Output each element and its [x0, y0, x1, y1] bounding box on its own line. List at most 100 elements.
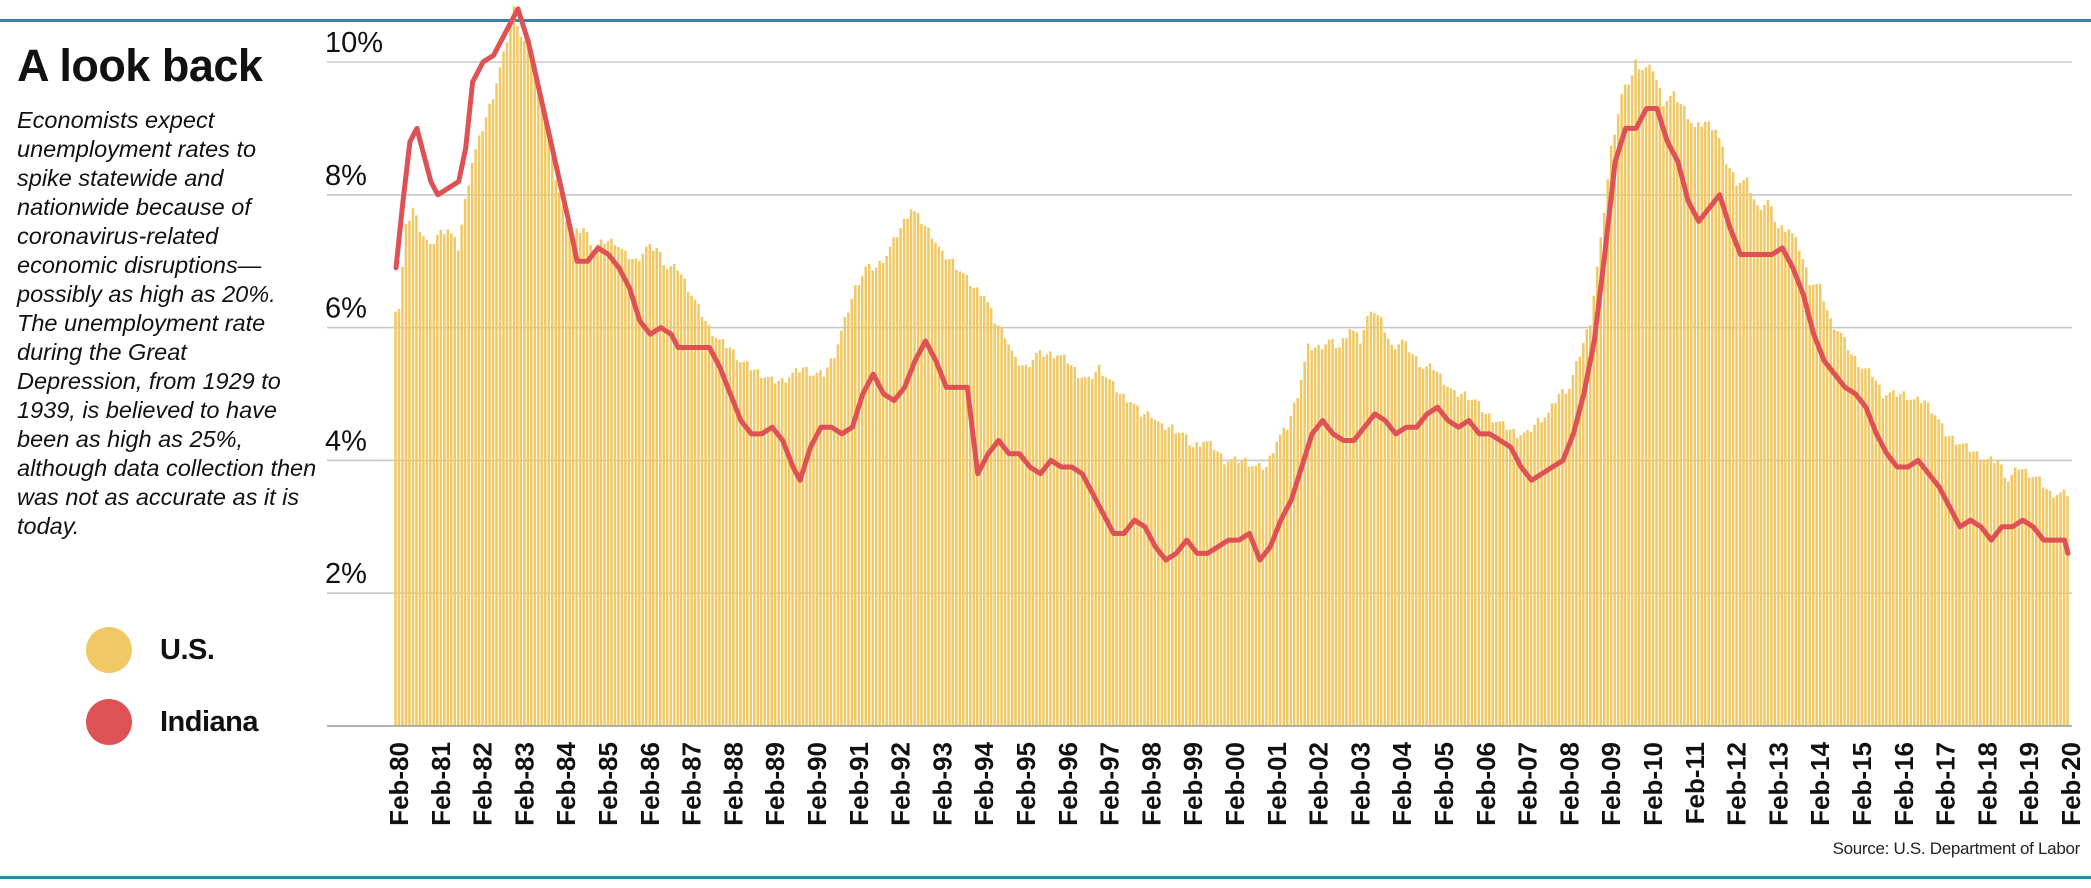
us-bar [763, 377, 766, 726]
us-bar [1843, 336, 1846, 726]
us-bar [979, 296, 982, 726]
us-bar [1749, 193, 1752, 726]
us-bar [909, 209, 913, 726]
us-bar [645, 246, 648, 726]
us-bar [1979, 459, 1982, 726]
us-bar [1972, 451, 1975, 726]
us-bar [958, 271, 962, 726]
us-bar [658, 251, 662, 726]
us-bar [1251, 466, 1254, 726]
us-bar [481, 131, 484, 726]
us-bar [404, 224, 408, 726]
x-tick-label: Feb-89 [760, 742, 790, 826]
us-bar [1017, 365, 1021, 726]
us-bar [561, 205, 564, 727]
us-bar [1773, 221, 1777, 727]
us-bar [1825, 309, 1829, 726]
us-bar-series [394, 6, 2069, 727]
us-bar [1665, 100, 1669, 726]
chart-title: A look back [17, 40, 263, 91]
us-bar [1188, 445, 1191, 726]
us-bar [397, 309, 401, 726]
us-bar [1505, 429, 1508, 726]
us-bar [1184, 434, 1188, 726]
us-bar [1313, 347, 1317, 726]
us-bar [1679, 104, 1683, 727]
x-tick-label: Feb-93 [927, 742, 957, 826]
legend-item-indiana: Indiana [86, 697, 259, 747]
us-bar [575, 228, 578, 726]
us-bar [1968, 451, 1972, 726]
us-bar [975, 287, 979, 726]
us-bar [1129, 401, 1132, 726]
us-bar [791, 372, 794, 726]
us-bar [436, 234, 439, 726]
source-note: Source: U.S. Department of Labor [1832, 839, 2081, 858]
us-bar [1916, 396, 1919, 726]
legend-swatch-indiana [86, 699, 132, 745]
x-tick-label: Feb-07 [1513, 742, 1543, 826]
us-bar [411, 208, 415, 726]
us-bar [1456, 396, 1460, 726]
us-bar [1902, 391, 1906, 726]
us-bar [1404, 341, 1407, 726]
us-bar [700, 316, 704, 726]
us-bar [1366, 316, 1369, 726]
us-bar [1160, 423, 1164, 726]
us-bar [1014, 356, 1017, 726]
us-bar [711, 336, 714, 726]
us-bar [972, 287, 975, 726]
us-bar [1056, 355, 1059, 726]
us-bar [1258, 463, 1261, 726]
us-bar [401, 266, 404, 726]
x-tick-label: Feb-87 [677, 742, 707, 826]
us-bar [826, 367, 829, 726]
us-bar [930, 238, 934, 726]
us-bar [1700, 126, 1704, 726]
us-bar [453, 237, 456, 727]
us-bar [1832, 329, 1836, 726]
us-bar [794, 367, 798, 726]
us-bar [892, 237, 895, 727]
us-bar [571, 233, 575, 726]
us-bar [1637, 69, 1641, 727]
x-tick-label: Feb-16 [1889, 742, 1919, 826]
us-bar [739, 362, 742, 726]
us-bar [1543, 417, 1547, 726]
us-bar [1683, 105, 1686, 726]
us-bar [1498, 421, 1501, 726]
us-bar [1690, 123, 1693, 727]
us-bar [1512, 428, 1515, 726]
us-bar [2055, 494, 2059, 726]
us-bar [1693, 127, 1697, 726]
us-bar [1111, 381, 1115, 726]
legend-label-us: U.S. [160, 633, 215, 666]
us-bar [1850, 354, 1853, 726]
us-bar [429, 243, 432, 726]
us-bar [1909, 399, 1913, 726]
us-bar [697, 303, 700, 726]
us-bar [1296, 397, 1299, 726]
us-bar [1651, 71, 1655, 727]
us-bar [1515, 437, 1519, 726]
us-bar [1171, 424, 1174, 726]
us-bar [2007, 481, 2010, 726]
us-bar [1411, 354, 1414, 726]
us-bar [1613, 134, 1616, 727]
us-bar [1449, 388, 1453, 726]
us-bar [690, 295, 693, 726]
us-bar [582, 228, 585, 726]
us-bar [620, 248, 624, 726]
us-bar [578, 232, 582, 726]
us-bar [638, 260, 641, 726]
us-bar [1839, 332, 1843, 726]
us-bar [1244, 457, 1247, 726]
us-bar [516, 26, 519, 726]
us-bar [1428, 363, 1432, 726]
us-bar [1606, 179, 1609, 726]
y-tick-label: 6% [325, 293, 367, 325]
us-bar [704, 320, 707, 726]
us-bar [787, 377, 791, 726]
us-bar [1338, 347, 1341, 726]
us-bar [1522, 432, 1526, 726]
